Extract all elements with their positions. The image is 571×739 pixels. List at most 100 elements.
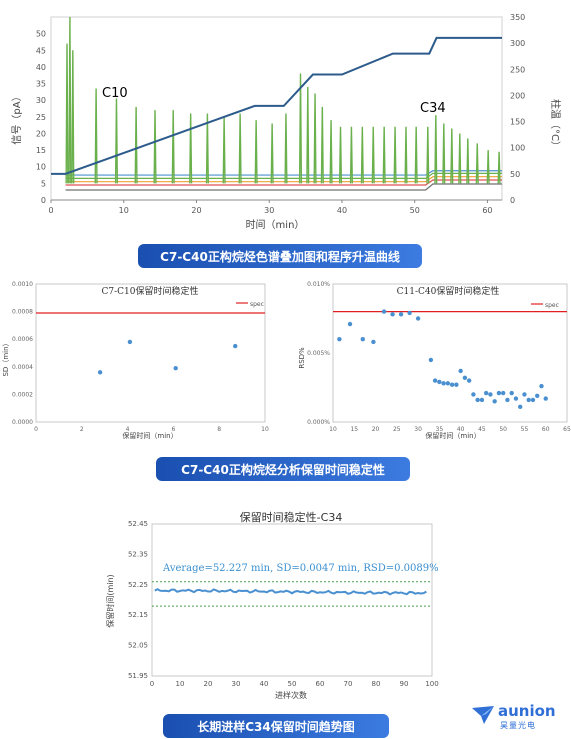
plot-frame: [332, 283, 568, 423]
x-tick-label: 30: [414, 426, 422, 433]
temperature-program-line: [51, 36, 502, 175]
y-tick-label: 52.45: [128, 520, 148, 528]
x-tick-label: 0: [34, 426, 38, 433]
x-tick-label: 0: [150, 680, 154, 688]
chromatogram-peak: [298, 73, 303, 184]
data-point: [398, 312, 404, 317]
x-tick-label: 10: [329, 426, 337, 433]
data-point: [509, 390, 514, 396]
y-tick-label: 10: [36, 163, 46, 172]
c34-trend-chart: 保留时间稳定性-C34 0 10 20 30 40 50 60 70 80 90 100 51.95 5…: [105, 510, 439, 700]
data-point: [390, 312, 395, 317]
c34-ylabel: 保留时间(min): [105, 574, 115, 627]
c11-c40-points: [337, 309, 548, 410]
y-tick-label: 5: [41, 179, 46, 188]
chromatogram-peak: [382, 126, 386, 184]
c34-xlabel: 进样次数: [275, 690, 307, 700]
chromatogram-peak: [497, 151, 501, 184]
c11-c40-title: C11-C40保留时间稳定性: [397, 285, 500, 297]
caption-trend-text: 长期进样C34保留时间趋势图: [197, 719, 355, 734]
caption-chromatogram-text: C7-C40正构烷烃色谱叠加图和程序升温曲线: [160, 249, 400, 264]
x-tick-label: 0: [48, 206, 53, 215]
data-point: [530, 397, 536, 403]
y-tick-label: 51.95: [128, 672, 148, 680]
x-tick-label: 100: [425, 680, 438, 688]
y-tick-label: 52.35: [128, 550, 148, 558]
data-point: [479, 397, 485, 403]
y2-tick-label: 50: [510, 170, 520, 179]
caption-chromatogram: C7-C40正构烷烃色谱叠加图和程序升温曲线: [138, 244, 422, 268]
data-point: [415, 316, 421, 321]
x-tick-label: 60: [542, 426, 550, 433]
data-point: [173, 365, 178, 371]
data-point: [475, 397, 480, 403]
data-point: [233, 343, 238, 349]
chromatogram-peak: [68, 16, 72, 184]
data-point: [449, 382, 455, 387]
y-tick-label: 0.0000: [12, 419, 33, 426]
data-point: [337, 337, 342, 342]
c7-c10-xlabel: 保留时间（min）: [122, 431, 177, 440]
chromatogram-peak: [313, 93, 317, 184]
x-tick-label: 8: [217, 426, 221, 433]
c11-c40-scatter-chart: C11-C40保留时间稳定性 10 15 20 25 30 35 40 45 50 55 60 65 0…: [298, 281, 571, 440]
x-tick-label: 20: [372, 426, 380, 433]
chromatogram-peak: [189, 113, 193, 184]
y2-tick-label: 100: [510, 144, 525, 153]
chromatogram-peak: [134, 106, 138, 184]
chromatogram-peak: [434, 115, 438, 184]
chromatogram-peak: [153, 110, 157, 184]
data-point: [539, 383, 544, 389]
y-tick-label: 0.0008: [12, 309, 33, 316]
chromatogram-peak: [349, 126, 353, 184]
chromatogram-peak: [486, 150, 490, 184]
data-point: [526, 397, 531, 403]
y-tick-label: 15: [36, 146, 46, 155]
chromatogram-peak: [426, 126, 430, 184]
data-point: [488, 392, 493, 397]
x-tick-label: 40: [457, 426, 465, 433]
c7-c10-axes: 0 2 4 6 8 10 0.0000 0.0002 0.0004 0.0006 0.0008 0.0…: [12, 281, 269, 433]
data-point: [462, 375, 468, 381]
chromatogram-axes: 0 10 20 30 40 50 60 0 5 10 15 20 25 30 35 40 45 50 0 50 100 1…: [36, 13, 525, 215]
x-tick-label: 6: [171, 426, 175, 433]
data-point: [381, 309, 387, 314]
data-point: [371, 339, 376, 345]
y2-tick-label: 350: [510, 13, 525, 22]
data-point: [127, 339, 133, 345]
x-tick-label: 20: [204, 680, 213, 688]
chromatogram-peak: [475, 143, 479, 184]
aunion-logo-sub: 昊量光电: [500, 721, 536, 730]
chromatogram-peak: [222, 116, 226, 184]
y-tick-label: 0.0004: [12, 364, 33, 371]
x-tick-label: 70: [344, 680, 353, 688]
y2-tick-label: 0: [510, 196, 515, 205]
x-tick-label: 45: [478, 426, 486, 433]
x-tick-label: 80: [372, 680, 381, 688]
c7-c10-scatter-chart: C7-C10保留时间稳定性 0 2 4 6 8 100.00000.00020.00040…: [2, 281, 269, 440]
x-tick-label: 35: [436, 426, 444, 433]
data-point: [445, 381, 451, 386]
chromatogram-peak: [94, 88, 98, 184]
y-tick-label: 52.15: [128, 611, 148, 619]
c34-title: 保留时间稳定性-C34: [240, 510, 343, 524]
aunion-logo-mark-icon: [472, 706, 494, 724]
data-point: [407, 310, 412, 316]
plot-frame: [35, 283, 266, 423]
chromatogram-peak: [71, 50, 75, 184]
x-tick-label: 60: [316, 680, 325, 688]
caption-retention: C7-C40正构烷烃分析保留时间稳定性: [156, 457, 410, 481]
y-tick-label: 25: [36, 113, 46, 122]
caption-trend: 长期进样C34保留时间趋势图: [163, 714, 389, 738]
data-point: [505, 397, 510, 403]
data-point: [543, 396, 548, 401]
annotation-c10: C10: [102, 86, 128, 101]
y-tick-label: 0: [41, 196, 46, 205]
data-point: [496, 390, 502, 396]
data-point: [432, 378, 438, 383]
chromatogram-peak: [338, 126, 343, 184]
x-tick-label: 4: [126, 426, 130, 433]
data-point: [347, 321, 353, 327]
y-tick-label: 0.010%: [307, 281, 330, 288]
x-tick-label: 15: [350, 426, 358, 433]
